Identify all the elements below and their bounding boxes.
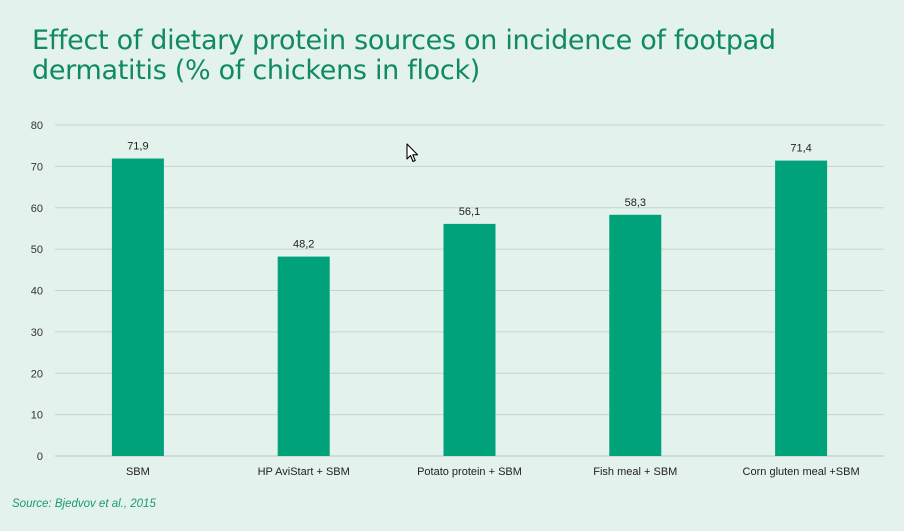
source-note: Source: Bjedvov et al., 2015 <box>12 498 156 510</box>
bar <box>443 223 496 456</box>
y-axis-ticks: 0 10 20 30 40 50 60 70 80 <box>31 120 43 463</box>
bar <box>775 160 828 456</box>
chart-title: Effect of dietary protein sources on inc… <box>32 25 776 86</box>
x-category-label: SBM <box>126 466 150 478</box>
data-label: 71,9 <box>127 141 148 153</box>
bars <box>111 158 828 457</box>
y-tick-label: 60 <box>31 203 43 215</box>
bar <box>277 256 330 456</box>
y-tick-label: 40 <box>31 286 43 298</box>
data-label: 56,1 <box>459 206 480 218</box>
y-tick-label: 20 <box>31 368 43 380</box>
data-label: 58,3 <box>625 197 646 209</box>
x-category-label: Fish meal + SBM <box>593 466 677 478</box>
bar <box>609 214 662 456</box>
y-tick-label: 50 <box>31 244 43 256</box>
x-category-label: HP AviStart + SBM <box>258 466 350 478</box>
y-tick-label: 10 <box>31 410 43 422</box>
y-tick-label: 30 <box>31 327 43 339</box>
bar <box>111 158 164 457</box>
data-label: 48,2 <box>293 239 314 251</box>
x-category-label: Potato protein + SBM <box>417 466 522 478</box>
x-category-label: Corn gluten meal +SBM <box>743 466 860 478</box>
y-tick-label: 80 <box>31 120 43 132</box>
data-label: 71,4 <box>790 143 811 155</box>
x-axis-categories: SBM HP AviStart + SBM Potato protein + SBM… <box>126 466 860 478</box>
y-tick-label: 70 <box>31 161 43 173</box>
data-labels: 71,9 48,2 56,1 58,3 71,4 <box>127 141 812 251</box>
y-tick-label: 0 <box>37 451 43 463</box>
arrow-pointer-icon <box>406 143 419 163</box>
